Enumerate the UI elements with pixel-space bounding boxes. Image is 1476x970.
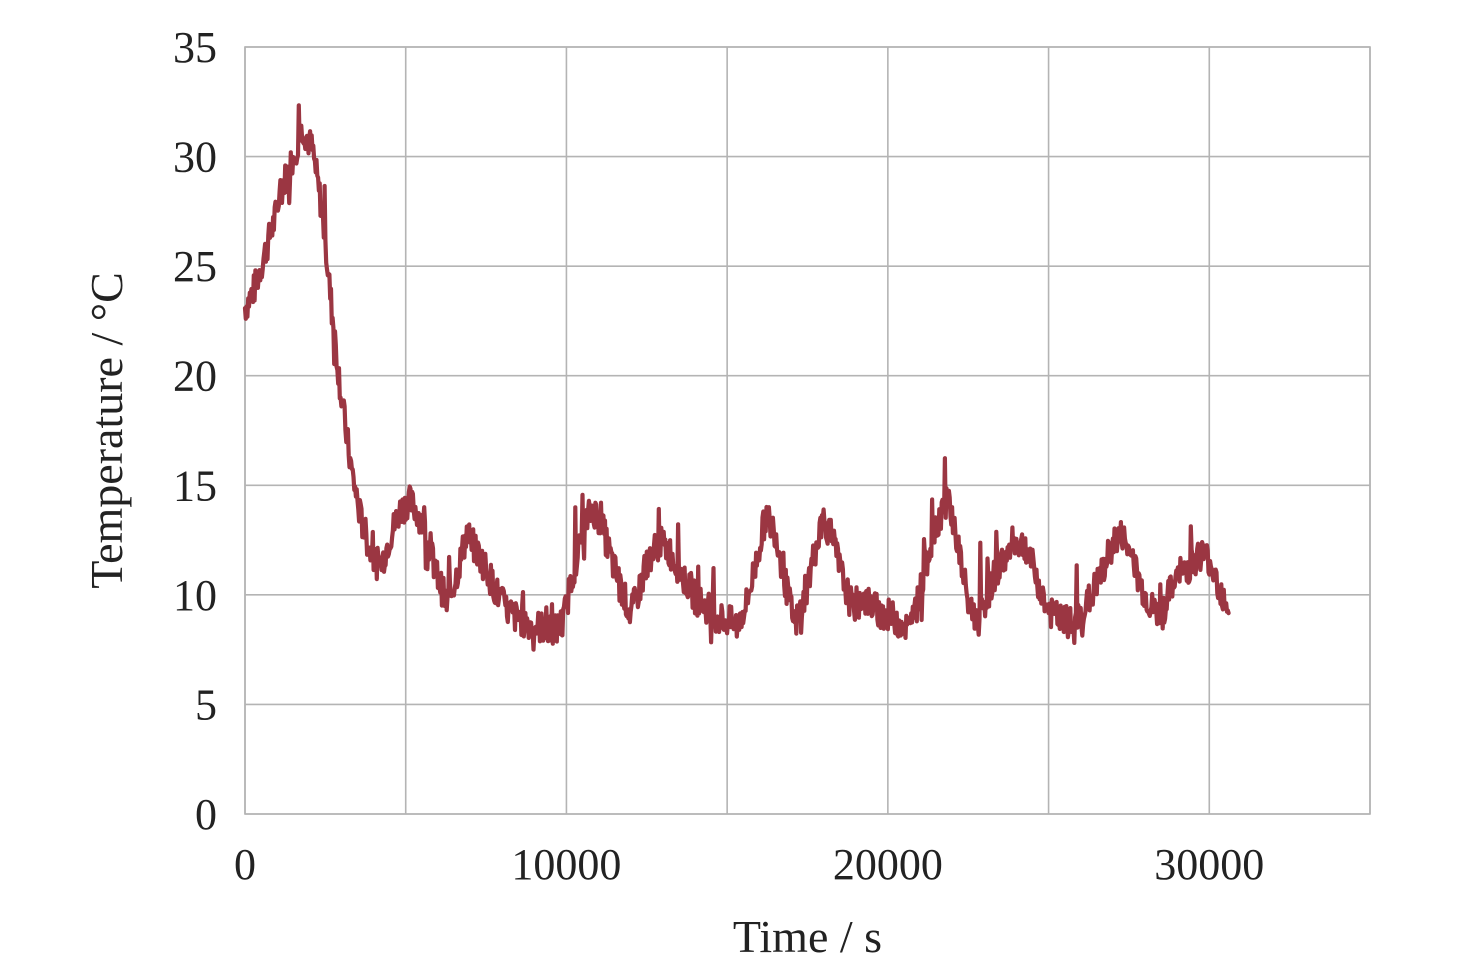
y-tick-label: 10 [173, 571, 217, 620]
y-tick-label: 15 [173, 461, 217, 510]
y-axis-tick-labels: 0 5 10 15 20 25 30 35 [173, 23, 217, 839]
y-tick-label: 5 [195, 680, 217, 729]
y-tick-label: 0 [195, 790, 217, 839]
series-layer [242, 103, 1231, 652]
y-tick-label: 20 [173, 352, 217, 401]
temperature-series-line [242, 103, 1231, 652]
y-tick-label: 30 [173, 133, 217, 182]
x-tick-label: 30000 [1154, 840, 1264, 889]
y-tick-label: 35 [173, 23, 217, 72]
plot-area-frame [244, 46, 1371, 815]
y-axis-title: Temperature / °C [81, 272, 132, 589]
x-tick-label: 10000 [511, 840, 621, 889]
x-tick-label: 20000 [833, 840, 943, 889]
grid-lines [244, 46, 1371, 815]
x-axis-tick-labels: 0 10000 20000 30000 [234, 840, 1264, 889]
x-tick-label: 0 [234, 840, 256, 889]
y-tick-label: 25 [173, 242, 217, 291]
x-axis-title: Time / s [733, 911, 882, 962]
